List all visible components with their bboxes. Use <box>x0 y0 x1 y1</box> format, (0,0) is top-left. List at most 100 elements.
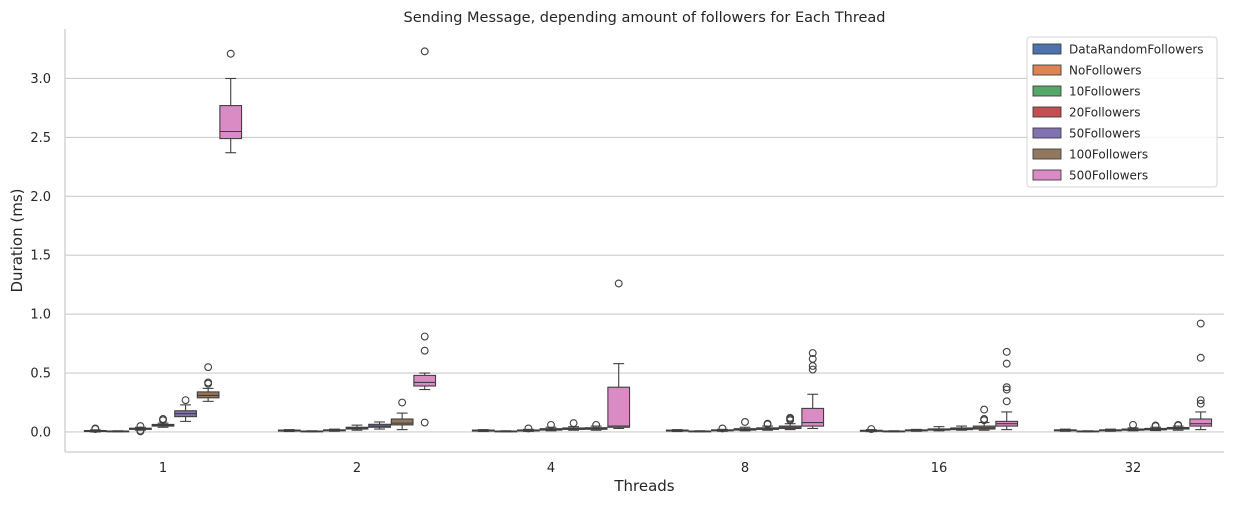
box-50Followers-2 <box>368 421 391 430</box>
box-20Followers-32 <box>1121 420 1145 432</box>
legend-label: 100Followers <box>1069 148 1148 162</box>
legend-swatch <box>1032 169 1062 181</box>
y-axis-label: Duration (ms) <box>8 188 26 292</box>
outlier-point <box>159 415 167 423</box>
legend-item: 100Followers <box>1032 148 1148 162</box>
outlier-point <box>867 425 876 433</box>
x-axis-label: Threads <box>613 477 674 495</box>
outlier-point <box>718 424 727 433</box>
box-NoFollowers-16 <box>882 430 906 433</box>
legend-swatch <box>1032 148 1062 160</box>
box-100Followers-1 <box>196 363 220 402</box>
outlier-point <box>1196 353 1205 362</box>
outlier-point <box>614 279 623 288</box>
outlier-point <box>1002 347 1011 356</box>
outlier-point <box>1002 383 1011 392</box>
y-tick-label: 0.0 <box>30 425 51 440</box>
legend-item: NoFollowers <box>1032 64 1142 78</box>
outlier-point <box>91 425 100 433</box>
outlier-point <box>1196 399 1205 408</box>
box-20Followers-16 <box>927 426 951 432</box>
box-50Followers-16 <box>950 425 973 431</box>
legend-swatch <box>1032 64 1062 76</box>
box-body <box>607 386 631 428</box>
outlier-point <box>980 415 989 423</box>
outlier-point <box>181 396 190 405</box>
outlier-point <box>136 427 145 436</box>
box-NoFollowers-4 <box>494 430 518 433</box>
box-DataRandomFollowers-2 <box>277 429 301 433</box>
box-500Followers-2 <box>413 47 437 427</box>
box-50Followers-1 <box>174 396 197 422</box>
x-tick-label: 8 <box>741 461 749 476</box>
outlier-point <box>980 405 989 414</box>
legend-item: 500Followers <box>1032 169 1148 183</box>
legend-label: 50Followers <box>1069 127 1140 141</box>
box-10Followers-16 <box>905 428 928 432</box>
box-DataRandomFollowers-32 <box>1053 428 1077 432</box>
legend-item: 20Followers <box>1032 106 1140 120</box>
box-NoFollowers-32 <box>1076 430 1100 433</box>
box-body <box>1189 418 1213 427</box>
outlier-point <box>592 420 601 429</box>
outlier-point <box>226 49 235 58</box>
box-500Followers-1 <box>219 49 243 154</box>
box-DataRandomFollowers-16 <box>859 425 883 433</box>
box-20Followers-2 <box>345 424 369 431</box>
box-10Followers-1 <box>129 422 152 436</box>
x-tick-label: 16 <box>931 461 948 476</box>
box-100Followers-2 <box>390 398 414 431</box>
box-body <box>413 374 437 387</box>
box-body <box>219 105 243 140</box>
legend-item: 50Followers <box>1032 127 1140 141</box>
legend-swatch <box>1032 85 1062 97</box>
box-DataRandomFollowers-8 <box>665 429 689 433</box>
outlier-point <box>569 419 578 428</box>
box-100Followers-8 <box>778 413 802 431</box>
outlier-point <box>420 346 429 355</box>
y-tick-label: 0.5 <box>30 367 51 382</box>
box-NoFollowers-8 <box>688 430 712 433</box>
box-NoFollowers-1 <box>106 430 130 433</box>
legend-item: DataRandomFollowers <box>1032 43 1204 57</box>
box-100Followers-16 <box>972 405 996 431</box>
chart-title: Sending Message, depending amount of fol… <box>403 10 885 26</box>
box-body <box>196 391 220 399</box>
box-100Followers-4 <box>584 420 608 431</box>
legend-label: DataRandomFollowers <box>1069 43 1204 57</box>
legend-swatch <box>1032 106 1062 118</box>
box-10Followers-32 <box>1099 428 1122 432</box>
box-10Followers-8 <box>711 424 734 433</box>
box-DataRandomFollowers-4 <box>471 429 495 433</box>
outlier-point <box>136 422 145 431</box>
outlier-point <box>204 378 213 387</box>
y-tick-label: 1.5 <box>30 249 51 264</box>
outlier-point <box>398 398 407 407</box>
outlier-point <box>420 332 429 341</box>
legend-frame <box>1026 36 1218 188</box>
box-50Followers-32 <box>1144 421 1167 432</box>
y-tick-label: 2.5 <box>30 131 51 146</box>
box-100Followers-32 <box>1166 420 1190 431</box>
box-500Followers-8 <box>801 349 825 429</box>
outlier-point <box>1002 359 1011 368</box>
gridlines <box>65 77 1224 433</box>
outlier-point <box>763 419 772 428</box>
outlier-point <box>1151 421 1160 430</box>
box-NoFollowers-2 <box>300 430 324 433</box>
x-tick-label: 1 <box>159 461 167 476</box>
box-500Followers-4 <box>607 279 631 429</box>
outlier-point <box>786 415 795 423</box>
x-tick-label: 2 <box>353 461 361 476</box>
outlier-point <box>1196 319 1205 328</box>
axes: 0.0 0.5 1.0 1.5 2.0 2.5 3.0 1 2 4 8 16 32 <box>30 29 1224 476</box>
box-50Followers-4 <box>562 419 585 431</box>
outlier-point <box>741 418 749 426</box>
legend-label: 10Followers <box>1069 85 1140 99</box>
legend-label: 20Followers <box>1069 106 1140 120</box>
outlier-point <box>1002 385 1011 394</box>
outlier-point <box>808 354 817 363</box>
legend-label: 500Followers <box>1069 169 1148 183</box>
